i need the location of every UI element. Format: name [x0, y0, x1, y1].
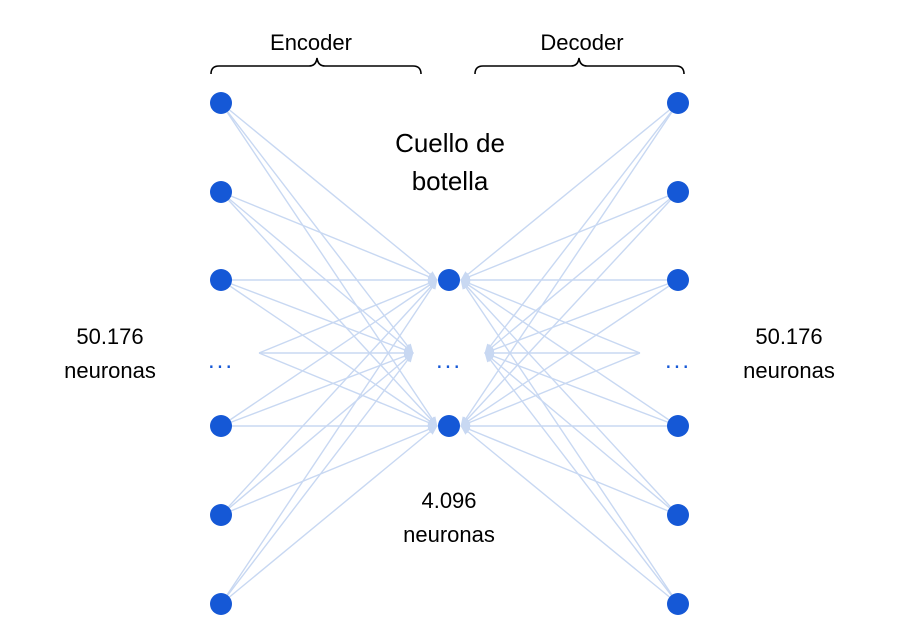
decoder-edge [484, 102, 679, 354]
output-node [667, 92, 689, 114]
decoder-edge [460, 352, 641, 427]
bottleneck-title-line1: Cuello de [395, 128, 505, 158]
output-count-line2: neuronas [743, 358, 835, 383]
decoder-edge [484, 352, 679, 427]
output-node [667, 504, 689, 526]
decoder-edge [460, 279, 679, 605]
bottleneck-ellipsis: ... [436, 347, 462, 374]
encoder-edge [258, 279, 438, 354]
output-count-line1: 50.176 [755, 324, 822, 349]
bottleneck-node [438, 269, 460, 291]
decoder-edge [460, 191, 679, 281]
encoder-edge [220, 102, 414, 354]
input-count-line1: 50.176 [76, 324, 143, 349]
encoder-edge [220, 102, 438, 281]
connections-group [220, 102, 679, 605]
output-node [667, 415, 689, 437]
output-node [667, 593, 689, 615]
encoder-edge [220, 425, 438, 516]
bottleneck-count-line1: 4.096 [421, 488, 476, 513]
encoder-edge [220, 102, 438, 427]
encoder-edge [220, 191, 438, 427]
output-node [667, 269, 689, 291]
input-node [210, 181, 232, 203]
decoder-brace [474, 57, 685, 75]
input-node [210, 92, 232, 114]
decoder-edge [460, 425, 679, 516]
input-node [210, 415, 232, 437]
input-layer-ellipsis: ... [208, 347, 234, 374]
output-node [667, 181, 689, 203]
decoder-edge [460, 279, 641, 354]
encoder-edge [220, 279, 438, 605]
bottleneck-title-line2: botella [412, 166, 489, 196]
encoder-edge [220, 352, 414, 605]
encoder-edge [258, 352, 438, 427]
input-count-line2: neuronas [64, 358, 156, 383]
decoder-edge [460, 102, 679, 281]
nodes-group [210, 92, 689, 615]
bottleneck-node [438, 415, 460, 437]
input-node [210, 593, 232, 615]
decoder-edge [484, 191, 679, 354]
decoder-edge [460, 279, 679, 516]
input-node [210, 269, 232, 291]
decoder-edge [484, 352, 679, 605]
encoder-edge [220, 425, 438, 605]
encoder-label: Encoder [270, 30, 352, 55]
decoder-edge [484, 352, 679, 516]
decoder-label: Decoder [540, 30, 623, 55]
decoder-edge [460, 102, 679, 427]
encoder-edge [220, 191, 414, 354]
decoder-edge [460, 191, 679, 427]
encoder-edge [220, 191, 438, 281]
bottleneck-count-line2: neuronas [403, 522, 495, 547]
input-node [210, 504, 232, 526]
encoder-edge [220, 352, 414, 516]
decoder-edge [460, 425, 679, 605]
encoder-edge [220, 279, 438, 516]
output-layer-ellipsis: ... [665, 347, 691, 374]
encoder-brace [210, 57, 422, 75]
